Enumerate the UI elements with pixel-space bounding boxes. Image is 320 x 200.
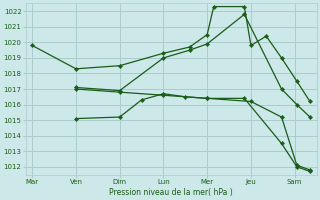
X-axis label: Pression niveau de la mer( hPa ): Pression niveau de la mer( hPa )	[109, 188, 233, 197]
